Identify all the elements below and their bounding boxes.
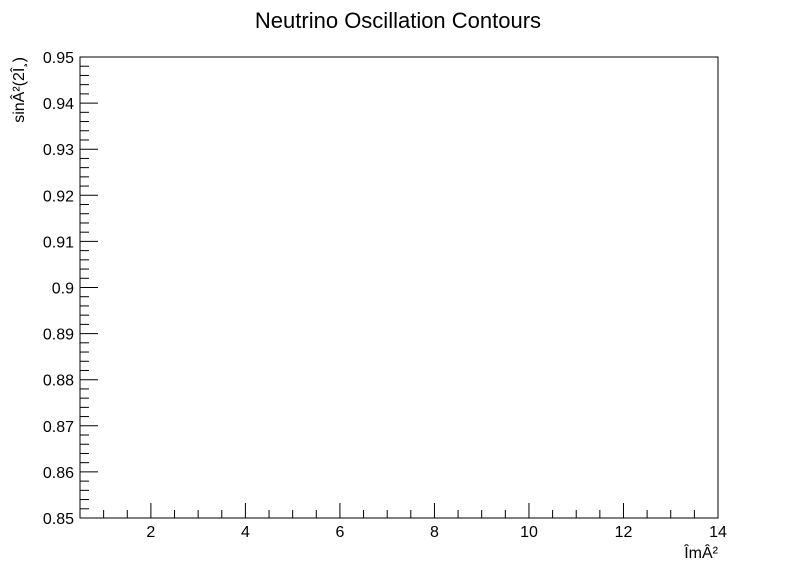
y-axis-tick-labels: 0.85 0.86 0.87 0.88 0.89 0.9 0.91 0.92 0.93 0.94 0… (43, 50, 74, 528)
x-tick-label: 10 (520, 524, 538, 541)
y-axis-label: sinÂ²(2Î¸) (9, 57, 28, 123)
x-axis-tick-labels: 2 4 6 8 10 12 14 (146, 524, 727, 541)
x-tick-label: 4 (241, 524, 250, 541)
y-tick-label: 0.93 (43, 142, 74, 159)
y-axis-ticks (80, 56, 98, 519)
y-tick-label: 0.88 (43, 373, 74, 390)
y-tick-label: 0.95 (43, 50, 74, 67)
y-tick-label: 0.89 (43, 327, 74, 344)
x-tick-label: 8 (430, 524, 439, 541)
x-axis-ticks (79, 503, 719, 518)
y-tick-label: 0.85 (43, 511, 74, 528)
x-tick-label: 12 (615, 524, 633, 541)
x-tick-label: 14 (709, 524, 727, 541)
x-tick-label: 6 (335, 524, 344, 541)
y-tick-label: 0.94 (43, 96, 74, 113)
y-tick-label: 0.92 (43, 188, 74, 205)
y-tick-label: 0.9 (52, 281, 74, 298)
y-tick-label: 0.91 (43, 234, 74, 251)
x-tick-label: 2 (146, 524, 155, 541)
y-tick-label: 0.87 (43, 419, 74, 436)
x-axis-label: ÎmÂ² (683, 543, 718, 562)
y-tick-label: 0.86 (43, 465, 74, 482)
plot-frame (79, 56, 719, 519)
chart-title: Neutrino Oscillation Contours (255, 8, 541, 33)
